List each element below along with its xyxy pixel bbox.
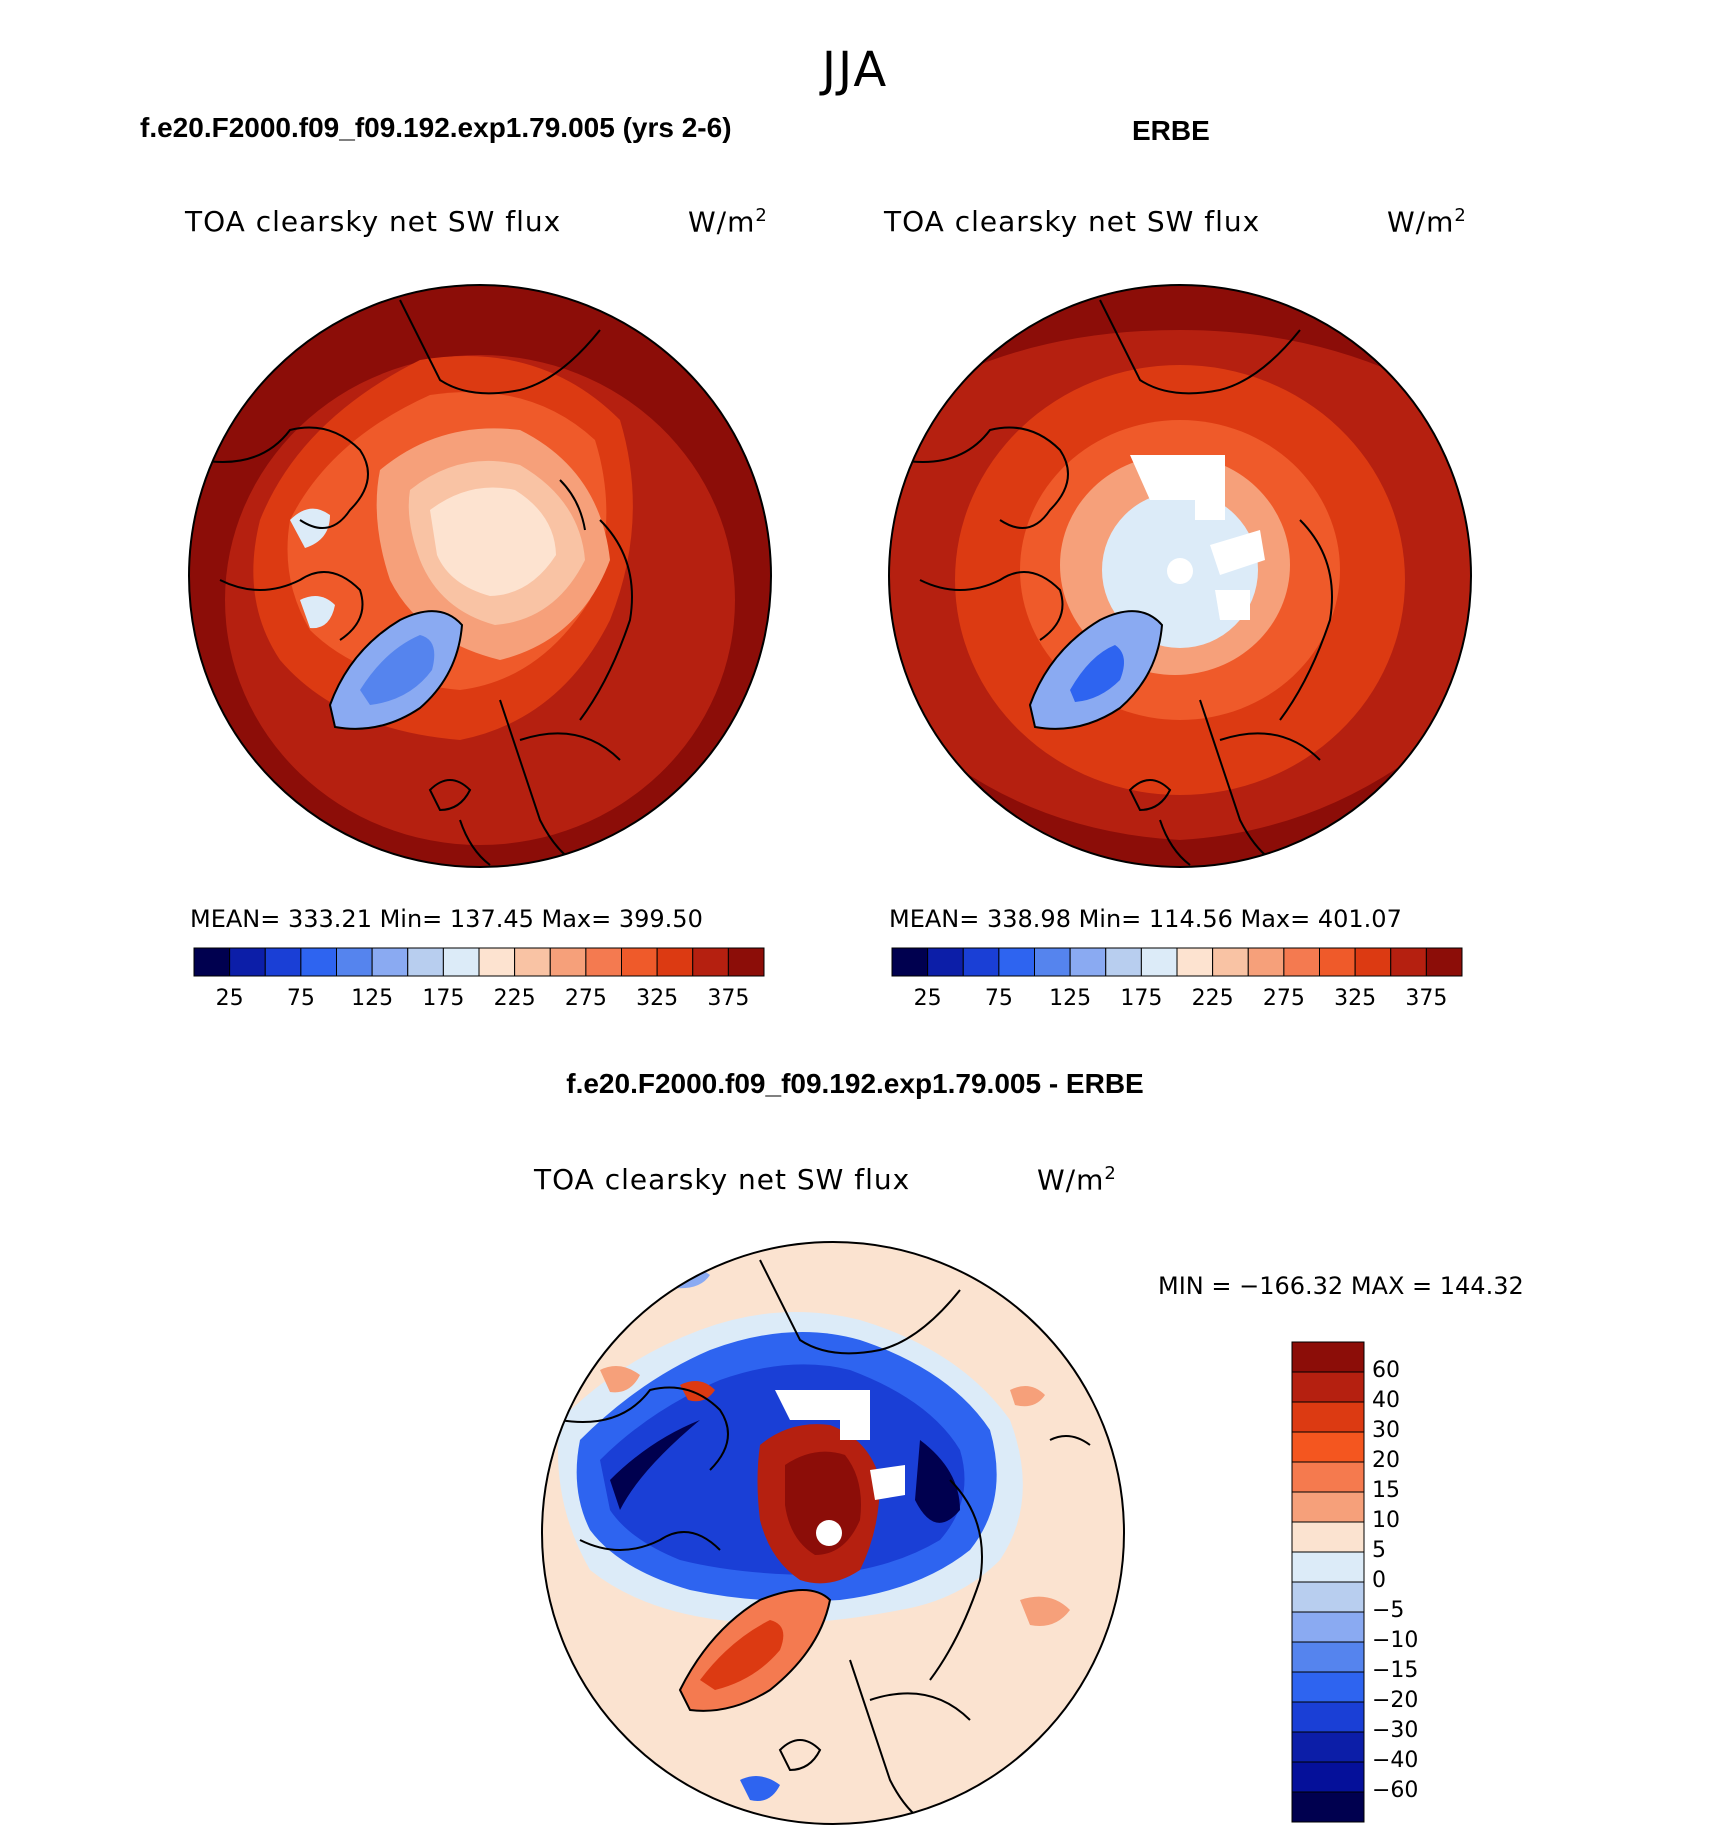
diff-colorbar-tick-label: −30 bbox=[1372, 1718, 1419, 1743]
obs-colorbar-swatch bbox=[1247, 947, 1285, 977]
obs-colorbar-tick-label: 375 bbox=[1405, 986, 1448, 1011]
diff-units-label: W/m2 bbox=[1037, 1163, 1117, 1197]
model-colorbar-swatch bbox=[193, 947, 231, 977]
model-polar-map bbox=[189, 285, 771, 867]
model-colorbar-swatch bbox=[656, 947, 694, 977]
obs-colorbar-tick-label: 25 bbox=[913, 986, 942, 1011]
diff-stats: MIN = −166.32 MAX = 144.32 bbox=[1158, 1272, 1524, 1300]
diff-colorbar bbox=[1291, 1341, 1365, 1823]
diff-colorbar-tick-label: 0 bbox=[1372, 1568, 1386, 1593]
obs-stats: MEAN= 338.98 Min= 114.56 Max= 401.07 bbox=[889, 905, 1402, 933]
obs-colorbar-swatch bbox=[1390, 947, 1427, 977]
diff-colorbar-swatch bbox=[1291, 1401, 1365, 1433]
diff-colorbar-tick-label: 15 bbox=[1372, 1478, 1400, 1503]
diff-colorbar-tick-label: −40 bbox=[1372, 1748, 1419, 1773]
obs-colorbar-tick-label: 275 bbox=[1262, 986, 1305, 1011]
obs-colorbar-swatch bbox=[1425, 947, 1463, 977]
obs-colorbar-tick-label: 325 bbox=[1334, 986, 1377, 1011]
diff-colorbar-swatch bbox=[1291, 1731, 1365, 1763]
diff-colorbar-swatch bbox=[1291, 1431, 1365, 1463]
obs-colorbar-tick-label: 125 bbox=[1049, 986, 1092, 1011]
model-colorbar-swatch bbox=[692, 947, 729, 977]
diff-colorbar-tick-label: 20 bbox=[1372, 1448, 1400, 1473]
model-colorbar-swatch bbox=[407, 947, 444, 977]
diff-colorbar-tick-label: −10 bbox=[1372, 1628, 1419, 1653]
obs-colorbar-swatch bbox=[998, 947, 1035, 977]
obs-colorbar-swatch bbox=[1069, 947, 1107, 977]
obs-colorbar-swatch bbox=[1354, 947, 1392, 977]
obs-colorbar-tick-label: 225 bbox=[1191, 986, 1234, 1011]
model-colorbar-swatch bbox=[229, 947, 266, 977]
diff-colorbar-swatch bbox=[1291, 1461, 1365, 1493]
diff-colorbar-tick-label: 10 bbox=[1372, 1508, 1400, 1533]
model-colorbar-swatch bbox=[621, 947, 658, 977]
model-case-title: f.e20.F2000.f09_f09.192.exp1.79.005 (yrs… bbox=[140, 112, 732, 143]
diff-colorbar-tick-label: 30 bbox=[1372, 1418, 1400, 1443]
model-colorbar-tick-label: 175 bbox=[422, 986, 465, 1011]
diff-colorbar-tick-label: −60 bbox=[1372, 1778, 1419, 1803]
model-colorbar-swatch bbox=[300, 947, 337, 977]
obs-case-title: ERBE bbox=[1132, 115, 1210, 146]
diff-colorbar-swatch bbox=[1291, 1761, 1365, 1793]
model-colorbar-swatch bbox=[514, 947, 551, 977]
diff-colorbar-tick-label: 40 bbox=[1372, 1388, 1400, 1413]
model-colorbar bbox=[193, 947, 765, 977]
model-colorbar-tick-label: 325 bbox=[636, 986, 679, 1011]
diff-colorbar-swatch bbox=[1291, 1371, 1365, 1403]
model-stats: MEAN= 333.21 Min= 137.45 Max= 399.50 bbox=[190, 905, 703, 933]
model-colorbar-tick-label: 375 bbox=[707, 986, 750, 1011]
obs-colorbar-tick-label: 175 bbox=[1120, 986, 1163, 1011]
diff-colorbar-tick-label: 5 bbox=[1372, 1538, 1386, 1563]
obs-units-label: W/m2 bbox=[1387, 205, 1467, 239]
model-colorbar-tick-label: 125 bbox=[351, 986, 394, 1011]
model-colorbar-swatch bbox=[727, 947, 765, 977]
obs-colorbar-swatch bbox=[962, 947, 1000, 977]
diff-colorbar-swatch bbox=[1291, 1701, 1365, 1733]
obs-colorbar-swatch bbox=[1283, 947, 1320, 977]
obs-colorbar-swatch bbox=[1105, 947, 1142, 977]
diff-variable-label: TOA clearsky net SW flux bbox=[534, 1163, 911, 1196]
obs-colorbar-swatch bbox=[927, 947, 964, 977]
model-colorbar-swatch bbox=[585, 947, 622, 977]
model-colorbar-swatch bbox=[264, 947, 302, 977]
diff-colorbar-tick-label: −20 bbox=[1372, 1688, 1419, 1713]
model-colorbar-tick-label: 225 bbox=[493, 986, 536, 1011]
obs-colorbar-swatch bbox=[1319, 947, 1356, 977]
diff-colorbar-tick-label: 60 bbox=[1372, 1358, 1400, 1383]
model-colorbar-swatch bbox=[478, 947, 516, 977]
diff-colorbar-swatch bbox=[1291, 1341, 1365, 1373]
diff-colorbar-swatch bbox=[1291, 1551, 1365, 1583]
diff-polar-map bbox=[542, 1242, 1124, 1824]
model-colorbar-tick-label: 75 bbox=[286, 986, 315, 1011]
model-units-label: W/m2 bbox=[688, 205, 768, 239]
model-variable-label: TOA clearsky net SW flux bbox=[185, 205, 562, 238]
diff-colorbar-swatch bbox=[1291, 1671, 1365, 1703]
obs-polar-map bbox=[889, 285, 1471, 867]
diff-colorbar-tick-label: −15 bbox=[1372, 1658, 1419, 1683]
obs-colorbar-swatch bbox=[1140, 947, 1178, 977]
difference-title: f.e20.F2000.f09_f09.192.exp1.79.005 - ER… bbox=[566, 1068, 1144, 1099]
diff-colorbar-swatch bbox=[1291, 1491, 1365, 1523]
diff-colorbar-swatch bbox=[1291, 1581, 1365, 1613]
model-colorbar-swatch bbox=[371, 947, 409, 977]
obs-variable-label: TOA clearsky net SW flux bbox=[884, 205, 1261, 238]
season-title: JJA bbox=[821, 42, 889, 98]
model-colorbar-tick-label: 275 bbox=[564, 986, 607, 1011]
obs-colorbar bbox=[891, 947, 1463, 977]
model-colorbar-swatch bbox=[549, 947, 587, 977]
obs-colorbar-swatch bbox=[1212, 947, 1249, 977]
model-colorbar-tick-label: 25 bbox=[215, 986, 244, 1011]
diff-colorbar-swatch bbox=[1291, 1521, 1365, 1553]
diff-colorbar-swatch bbox=[1291, 1791, 1365, 1823]
obs-colorbar-swatch bbox=[1034, 947, 1071, 977]
obs-colorbar-tick-label: 75 bbox=[984, 986, 1013, 1011]
diff-colorbar-swatch bbox=[1291, 1641, 1365, 1673]
model-colorbar-swatch bbox=[442, 947, 480, 977]
diff-colorbar-tick-label: −5 bbox=[1372, 1598, 1405, 1623]
diff-colorbar-swatch bbox=[1291, 1611, 1365, 1643]
obs-colorbar-swatch bbox=[1176, 947, 1214, 977]
obs-colorbar-swatch bbox=[891, 947, 929, 977]
model-colorbar-swatch bbox=[336, 947, 373, 977]
